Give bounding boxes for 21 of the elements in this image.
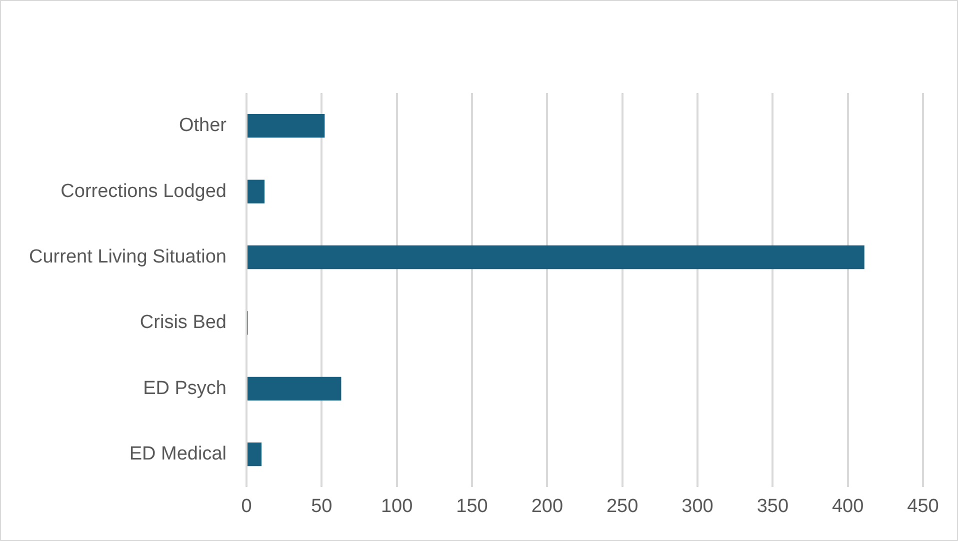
bar: [247, 245, 864, 270]
x-tick-label: 200: [531, 496, 564, 517]
y-tick-label: ED Psych: [143, 378, 226, 399]
x-tick-label: 50: [311, 496, 332, 517]
bar: [247, 442, 262, 466]
bar: [247, 376, 342, 400]
x-tick-label: 100: [380, 496, 413, 517]
x-tick-label: 400: [832, 496, 864, 517]
y-tick-label: Corrections Lodged: [60, 180, 226, 202]
x-tick-label: 300: [682, 496, 714, 517]
y-tick-label: Current Living Situation: [28, 246, 226, 268]
x-tick-label: 250: [606, 496, 638, 517]
x-tick-label: 350: [756, 496, 789, 517]
x-tick-label: 0: [241, 496, 252, 517]
bar: [247, 114, 325, 138]
y-tick-label: ED Medical: [129, 444, 226, 465]
x-tick-label: 450: [907, 496, 939, 517]
x-tick-label: 150: [456, 496, 488, 517]
y-tick-label: Crisis Bed: [140, 312, 226, 334]
bar: [247, 180, 265, 204]
y-tick-label: Other: [178, 115, 228, 136]
